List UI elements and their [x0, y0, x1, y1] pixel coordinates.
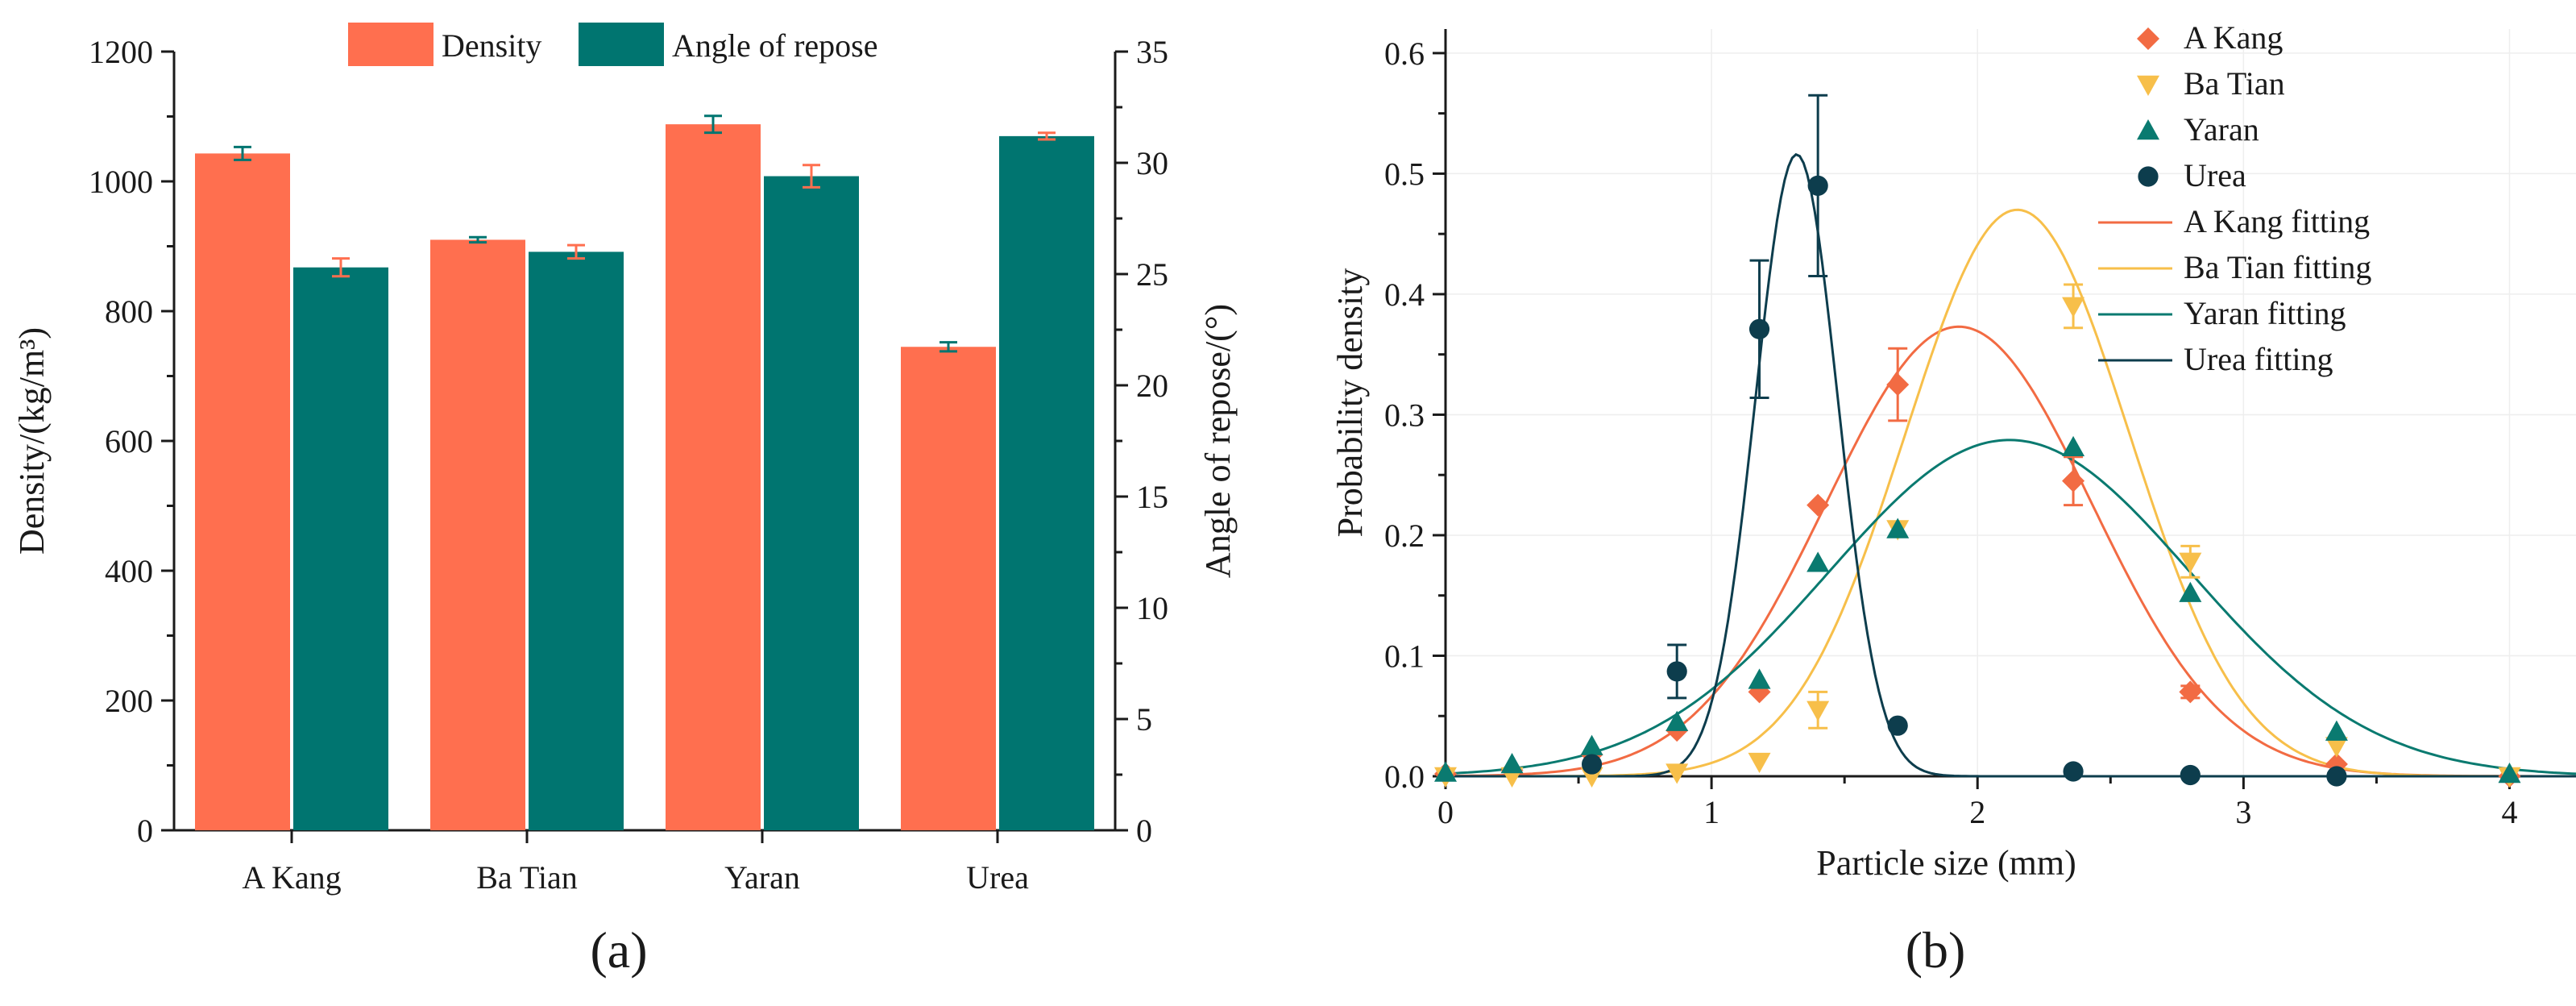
data-point-yaran — [1886, 518, 1910, 538]
x-tick-label: 0 — [1437, 794, 1454, 830]
legend-label-angle: Angle of repose — [672, 27, 877, 64]
legend-label: Ba Tian fitting — [2184, 249, 2371, 285]
left-y-tick-label: 1000 — [89, 164, 153, 200]
legend-label: Yaran fitting — [2184, 295, 2346, 331]
panel-a-bar-chart: 0 200 400 600 800 1000 1200 0 5 10 15 20 25 30 35 Densi… — [12, 23, 1238, 896]
data-point-a-kang — [2179, 680, 2202, 704]
right-y-axis-title: Angle of repose/(°) — [1198, 304, 1238, 578]
y-tick-label: 0.5 — [1384, 156, 1425, 192]
fit-curve-0 — [1445, 325, 2576, 778]
right-y-tick-label: 35 — [1136, 34, 1168, 70]
data-point-yaran — [1580, 734, 1603, 755]
angle-of-repose-bar — [293, 267, 388, 831]
left-y-tick-label: 0 — [137, 813, 153, 849]
x-tick-label: Ba Tian — [476, 859, 578, 896]
data-point-yaran — [1748, 668, 1771, 689]
data-point-a-kang — [1886, 373, 1910, 397]
data-point-urea — [1748, 318, 1770, 339]
data-point-urea — [1666, 661, 1687, 682]
density-bar — [430, 239, 525, 830]
data-point-urea — [2326, 766, 2347, 787]
density-bar — [901, 347, 996, 830]
right-y-tick-label: 30 — [1136, 145, 1168, 181]
right-y-tick-label: 0 — [1136, 813, 1152, 849]
data-point-yaran — [1434, 761, 1457, 782]
legend-label: A Kang — [2184, 19, 2283, 56]
data-point-ba-tian — [2062, 297, 2085, 318]
data-point-yaran — [2325, 720, 2348, 741]
panel-b-label: (b) — [1906, 921, 1966, 979]
data-point-a-kang — [1807, 493, 1830, 517]
angle-of-repose-bar — [529, 252, 624, 830]
data-point-yaran — [1665, 710, 1689, 731]
density-bar — [195, 153, 290, 830]
x-tick-label: Yaran — [724, 859, 800, 896]
data-point-yaran — [2062, 435, 2085, 457]
legend-label: Urea fitting — [2184, 341, 2333, 377]
legend-swatch-density — [348, 23, 433, 66]
data-point-yaran — [2498, 763, 2521, 784]
x-tick-label: Urea — [966, 859, 1029, 896]
y-tick-label: 0.1 — [1384, 638, 1425, 674]
left-y-tick-label: 600 — [105, 423, 153, 459]
data-point-urea — [1887, 715, 1908, 736]
left-y-tick-label: 200 — [105, 683, 153, 719]
right-y-tick-label: 10 — [1136, 590, 1168, 626]
legend-swatch-angle — [579, 23, 664, 66]
right-y-tick-label: 15 — [1136, 479, 1168, 515]
y-tick-label: 0.6 — [1384, 35, 1425, 72]
legend-marker — [2138, 166, 2159, 187]
y-tick-label: 0.3 — [1384, 397, 1425, 433]
x-tick-label: 1 — [1703, 794, 1719, 830]
angle-of-repose-bar — [764, 176, 859, 830]
data-point-urea — [1581, 754, 1603, 775]
data-point-ba-tian — [2179, 552, 2202, 573]
x-tick-label: 4 — [2501, 794, 2517, 830]
data-point-yaran — [2179, 581, 2202, 602]
panel-b-scatter-chart: 0.0 0.1 0.2 0.3 0.4 0.5 0.6 0 1 2 3 4 Particle size … — [1330, 19, 2576, 883]
right-y-tick-label: 25 — [1136, 256, 1168, 293]
left-y-axis-title: Density/(kg/m³) — [12, 327, 52, 555]
y-axis-title: Probability density — [1330, 268, 1370, 538]
panel-a-label: (a) — [590, 921, 647, 979]
x-axis-title: Particle size (mm) — [1816, 843, 2076, 883]
left-y-tick-label: 400 — [105, 553, 153, 589]
data-point-ba-tian — [1748, 752, 1771, 774]
angle-of-repose-bar — [999, 135, 1094, 830]
y-tick-label: 0.4 — [1384, 276, 1425, 313]
data-point-urea — [2063, 761, 2084, 782]
fit-curve-1 — [1446, 208, 2576, 778]
data-point-a-kang — [2062, 469, 2085, 493]
x-tick-label: 3 — [2235, 794, 2251, 830]
data-point-yaran — [1807, 551, 1830, 572]
left-y-tick-label: 800 — [105, 293, 153, 330]
data-point-urea — [2180, 764, 2201, 786]
legend-label-density: Density — [442, 27, 541, 64]
legend-label: Yaran — [2184, 111, 2259, 148]
data-point-yaran — [1500, 753, 1524, 774]
right-y-tick-label: 20 — [1136, 368, 1168, 404]
legend-marker — [2137, 119, 2159, 140]
right-y-tick-label: 5 — [1136, 701, 1152, 738]
y-tick-label: 0.0 — [1384, 759, 1425, 795]
legend-label: A Kang fitting — [2184, 203, 2370, 239]
data-point-ba-tian — [2325, 737, 2348, 758]
legend-marker — [2137, 75, 2159, 96]
y-tick-label: 0.2 — [1384, 518, 1425, 554]
fit-curve-2 — [1445, 439, 2576, 775]
left-y-tick-label: 1200 — [89, 34, 153, 70]
x-tick-label: A Kang — [242, 859, 341, 896]
legend-label: Urea — [2184, 157, 2246, 193]
data-point-urea — [1807, 175, 1828, 196]
legend-marker — [2137, 27, 2159, 50]
x-tick-label: 2 — [1969, 794, 1985, 830]
data-point-ba-tian — [1665, 763, 1689, 784]
data-point-ba-tian — [1807, 700, 1830, 721]
legend-label: Ba Tian — [2184, 65, 2285, 102]
fit-curve-3 — [1446, 152, 2576, 778]
density-bar — [666, 124, 761, 830]
